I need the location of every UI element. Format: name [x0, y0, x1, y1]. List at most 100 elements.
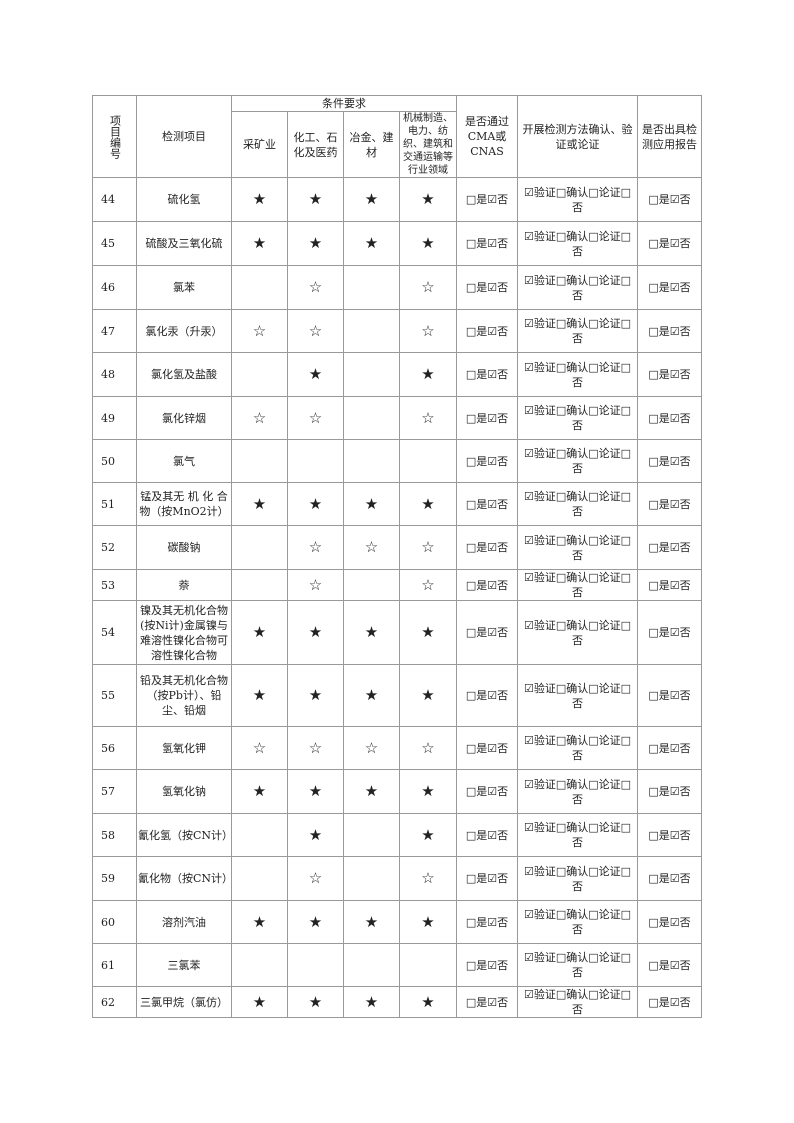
cma-checkbox[interactable]: □是☑否 — [456, 439, 518, 483]
cma-checkbox[interactable]: □是☑否 — [456, 265, 518, 310]
star-mark: ★ — [343, 482, 400, 526]
method-checkbox[interactable]: ☑验证□确认□论证□否 — [517, 482, 638, 526]
star-mark: ★ — [287, 221, 344, 266]
row-item-name: 氢氧化钾 — [136, 726, 232, 770]
star-mark: ★ — [343, 177, 400, 222]
row-item-name: 氯苯 — [136, 265, 232, 310]
row-id: 62 — [92, 986, 137, 1018]
cma-checkbox[interactable]: □是☑否 — [456, 769, 518, 814]
method-checkbox[interactable]: ☑验证□确认□论证□否 — [517, 525, 638, 570]
cma-checkbox[interactable]: □是☑否 — [456, 664, 518, 727]
cma-checkbox[interactable]: □是☑否 — [456, 726, 518, 770]
method-checkbox[interactable]: ☑验证□确认□论证□否 — [517, 396, 638, 440]
table-row: 48 氯化氢及盐酸 ★ ★ □是☑否 ☑验证□确认□论证□否 □是☑否 — [92, 352, 702, 397]
method-checkbox[interactable]: ☑验证□确认□论证□否 — [517, 726, 638, 770]
method-checkbox[interactable]: ☑验证□确认□论证□否 — [517, 309, 638, 353]
star-mark — [343, 439, 400, 483]
star-mark: ★ — [287, 813, 344, 857]
method-checkbox[interactable]: ☑验证□确认□论证□否 — [517, 856, 638, 901]
report-checkbox[interactable]: □是☑否 — [637, 177, 702, 222]
star-mark — [343, 265, 400, 310]
star-mark: ☆ — [343, 525, 400, 570]
report-checkbox[interactable]: □是☑否 — [637, 396, 702, 440]
table-row: 51 锰及其无 机 化 合物（按MnO2计） ★ ★ ★ ★ □是☑否 ☑验证□确认□论证□否… — [92, 482, 702, 526]
star-mark — [231, 856, 288, 901]
table-row: 44 硫化氢 ★ ★ ★ ★ □是☑否 ☑验证□确认□论证□否 □是☑否 — [92, 177, 702, 222]
method-checkbox[interactable]: ☑验证□确认□论证□否 — [517, 352, 638, 397]
cma-checkbox[interactable]: □是☑否 — [456, 396, 518, 440]
table-row: 52 碳酸钠 ☆ ☆ ☆ □是☑否 ☑验证□确认□论证□否 □是☑否 — [92, 525, 702, 570]
method-checkbox[interactable]: ☑验证□确认□论证□否 — [517, 664, 638, 727]
report-checkbox[interactable]: □是☑否 — [637, 221, 702, 266]
star-mark — [343, 856, 400, 901]
method-checkbox[interactable]: ☑验证□确认□论证□否 — [517, 177, 638, 222]
method-checkbox[interactable]: ☑验证□确认□论证□否 — [517, 600, 638, 665]
star-mark — [287, 439, 344, 483]
star-mark: ★ — [231, 900, 288, 944]
cma-checkbox[interactable]: □是☑否 — [456, 600, 518, 665]
table-row: 60 溶剂汽油 ★ ★ ★ ★ □是☑否 ☑验证□确认□论证□否 □是☑否 — [92, 900, 702, 944]
star-mark: ☆ — [287, 856, 344, 901]
report-checkbox[interactable]: □是☑否 — [637, 664, 702, 727]
star-mark: ★ — [287, 482, 344, 526]
method-checkbox[interactable]: ☑验证□确认□论证□否 — [517, 439, 638, 483]
cma-checkbox[interactable]: □是☑否 — [456, 986, 518, 1018]
report-checkbox[interactable]: □是☑否 — [637, 943, 702, 987]
star-mark — [231, 569, 288, 601]
method-checkbox[interactable]: ☑验证□确认□论证□否 — [517, 769, 638, 814]
method-checkbox[interactable]: ☑验证□确认□论证□否 — [517, 900, 638, 944]
report-checkbox[interactable]: □是☑否 — [637, 309, 702, 353]
cma-checkbox[interactable]: □是☑否 — [456, 856, 518, 901]
cma-checkbox[interactable]: □是☑否 — [456, 177, 518, 222]
cma-checkbox[interactable]: □是☑否 — [456, 482, 518, 526]
cma-checkbox[interactable]: □是☑否 — [456, 943, 518, 987]
report-checkbox[interactable]: □是☑否 — [637, 525, 702, 570]
star-mark — [231, 813, 288, 857]
report-checkbox[interactable]: □是☑否 — [637, 856, 702, 901]
row-item-name: 锰及其无 机 化 合物（按MnO2计） — [136, 482, 232, 526]
report-checkbox[interactable]: □是☑否 — [637, 482, 702, 526]
report-checkbox[interactable]: □是☑否 — [637, 439, 702, 483]
cma-checkbox[interactable]: □是☑否 — [456, 309, 518, 353]
header-mining: 采矿业 — [231, 111, 288, 178]
report-checkbox[interactable]: □是☑否 — [637, 900, 702, 944]
star-mark: ☆ — [231, 396, 288, 440]
cma-checkbox[interactable]: □是☑否 — [456, 813, 518, 857]
method-checkbox[interactable]: ☑验证□确认□论证□否 — [517, 569, 638, 601]
row-id: 57 — [92, 769, 137, 814]
report-checkbox[interactable]: □是☑否 — [637, 569, 702, 601]
cma-checkbox[interactable]: □是☑否 — [456, 569, 518, 601]
report-checkbox[interactable]: □是☑否 — [637, 600, 702, 665]
row-item-name: 氯化锌烟 — [136, 396, 232, 440]
report-checkbox[interactable]: □是☑否 — [637, 986, 702, 1018]
row-id: 50 — [92, 439, 137, 483]
cma-checkbox[interactable]: □是☑否 — [456, 221, 518, 266]
star-mark: ☆ — [287, 726, 344, 770]
row-item-name: 镍及其无机化合物(按Ni计)金属镍与难溶性镍化合物可溶性镍化合物 — [136, 600, 232, 665]
star-mark: ★ — [399, 600, 457, 665]
report-checkbox[interactable]: □是☑否 — [637, 726, 702, 770]
star-mark: ★ — [399, 221, 457, 266]
star-mark — [231, 943, 288, 987]
method-checkbox[interactable]: ☑验证□确认□论证□否 — [517, 986, 638, 1018]
row-item-name: 三氯苯 — [136, 943, 232, 987]
report-checkbox[interactable]: □是☑否 — [637, 813, 702, 857]
cma-checkbox[interactable]: □是☑否 — [456, 525, 518, 570]
method-checkbox[interactable]: ☑验证□确认□论证□否 — [517, 943, 638, 987]
star-mark: ★ — [399, 352, 457, 397]
cma-checkbox[interactable]: □是☑否 — [456, 900, 518, 944]
table-row: 54 镍及其无机化合物(按Ni计)金属镍与难溶性镍化合物可溶性镍化合物 ★ ★ ★ ★ □是… — [92, 600, 702, 665]
method-checkbox[interactable]: ☑验证□确认□论证□否 — [517, 221, 638, 266]
report-checkbox[interactable]: □是☑否 — [637, 352, 702, 397]
cma-checkbox[interactable]: □是☑否 — [456, 352, 518, 397]
row-id: 60 — [92, 900, 137, 944]
header-machinery: 机械制造、电力、纺织、建筑和交通运输等行业领域 — [399, 111, 457, 178]
star-mark: ☆ — [287, 309, 344, 353]
report-checkbox[interactable]: □是☑否 — [637, 265, 702, 310]
header-report: 是否出具检测应用报告 — [637, 95, 702, 178]
method-checkbox[interactable]: ☑验证□确认□论证□否 — [517, 813, 638, 857]
table-row: 59 氰化物（按CN计） ☆ ☆ □是☑否 ☑验证□确认□论证□否 □是☑否 — [92, 856, 702, 901]
star-mark: ☆ — [231, 309, 288, 353]
report-checkbox[interactable]: □是☑否 — [637, 769, 702, 814]
method-checkbox[interactable]: ☑验证□确认□论证□否 — [517, 265, 638, 310]
